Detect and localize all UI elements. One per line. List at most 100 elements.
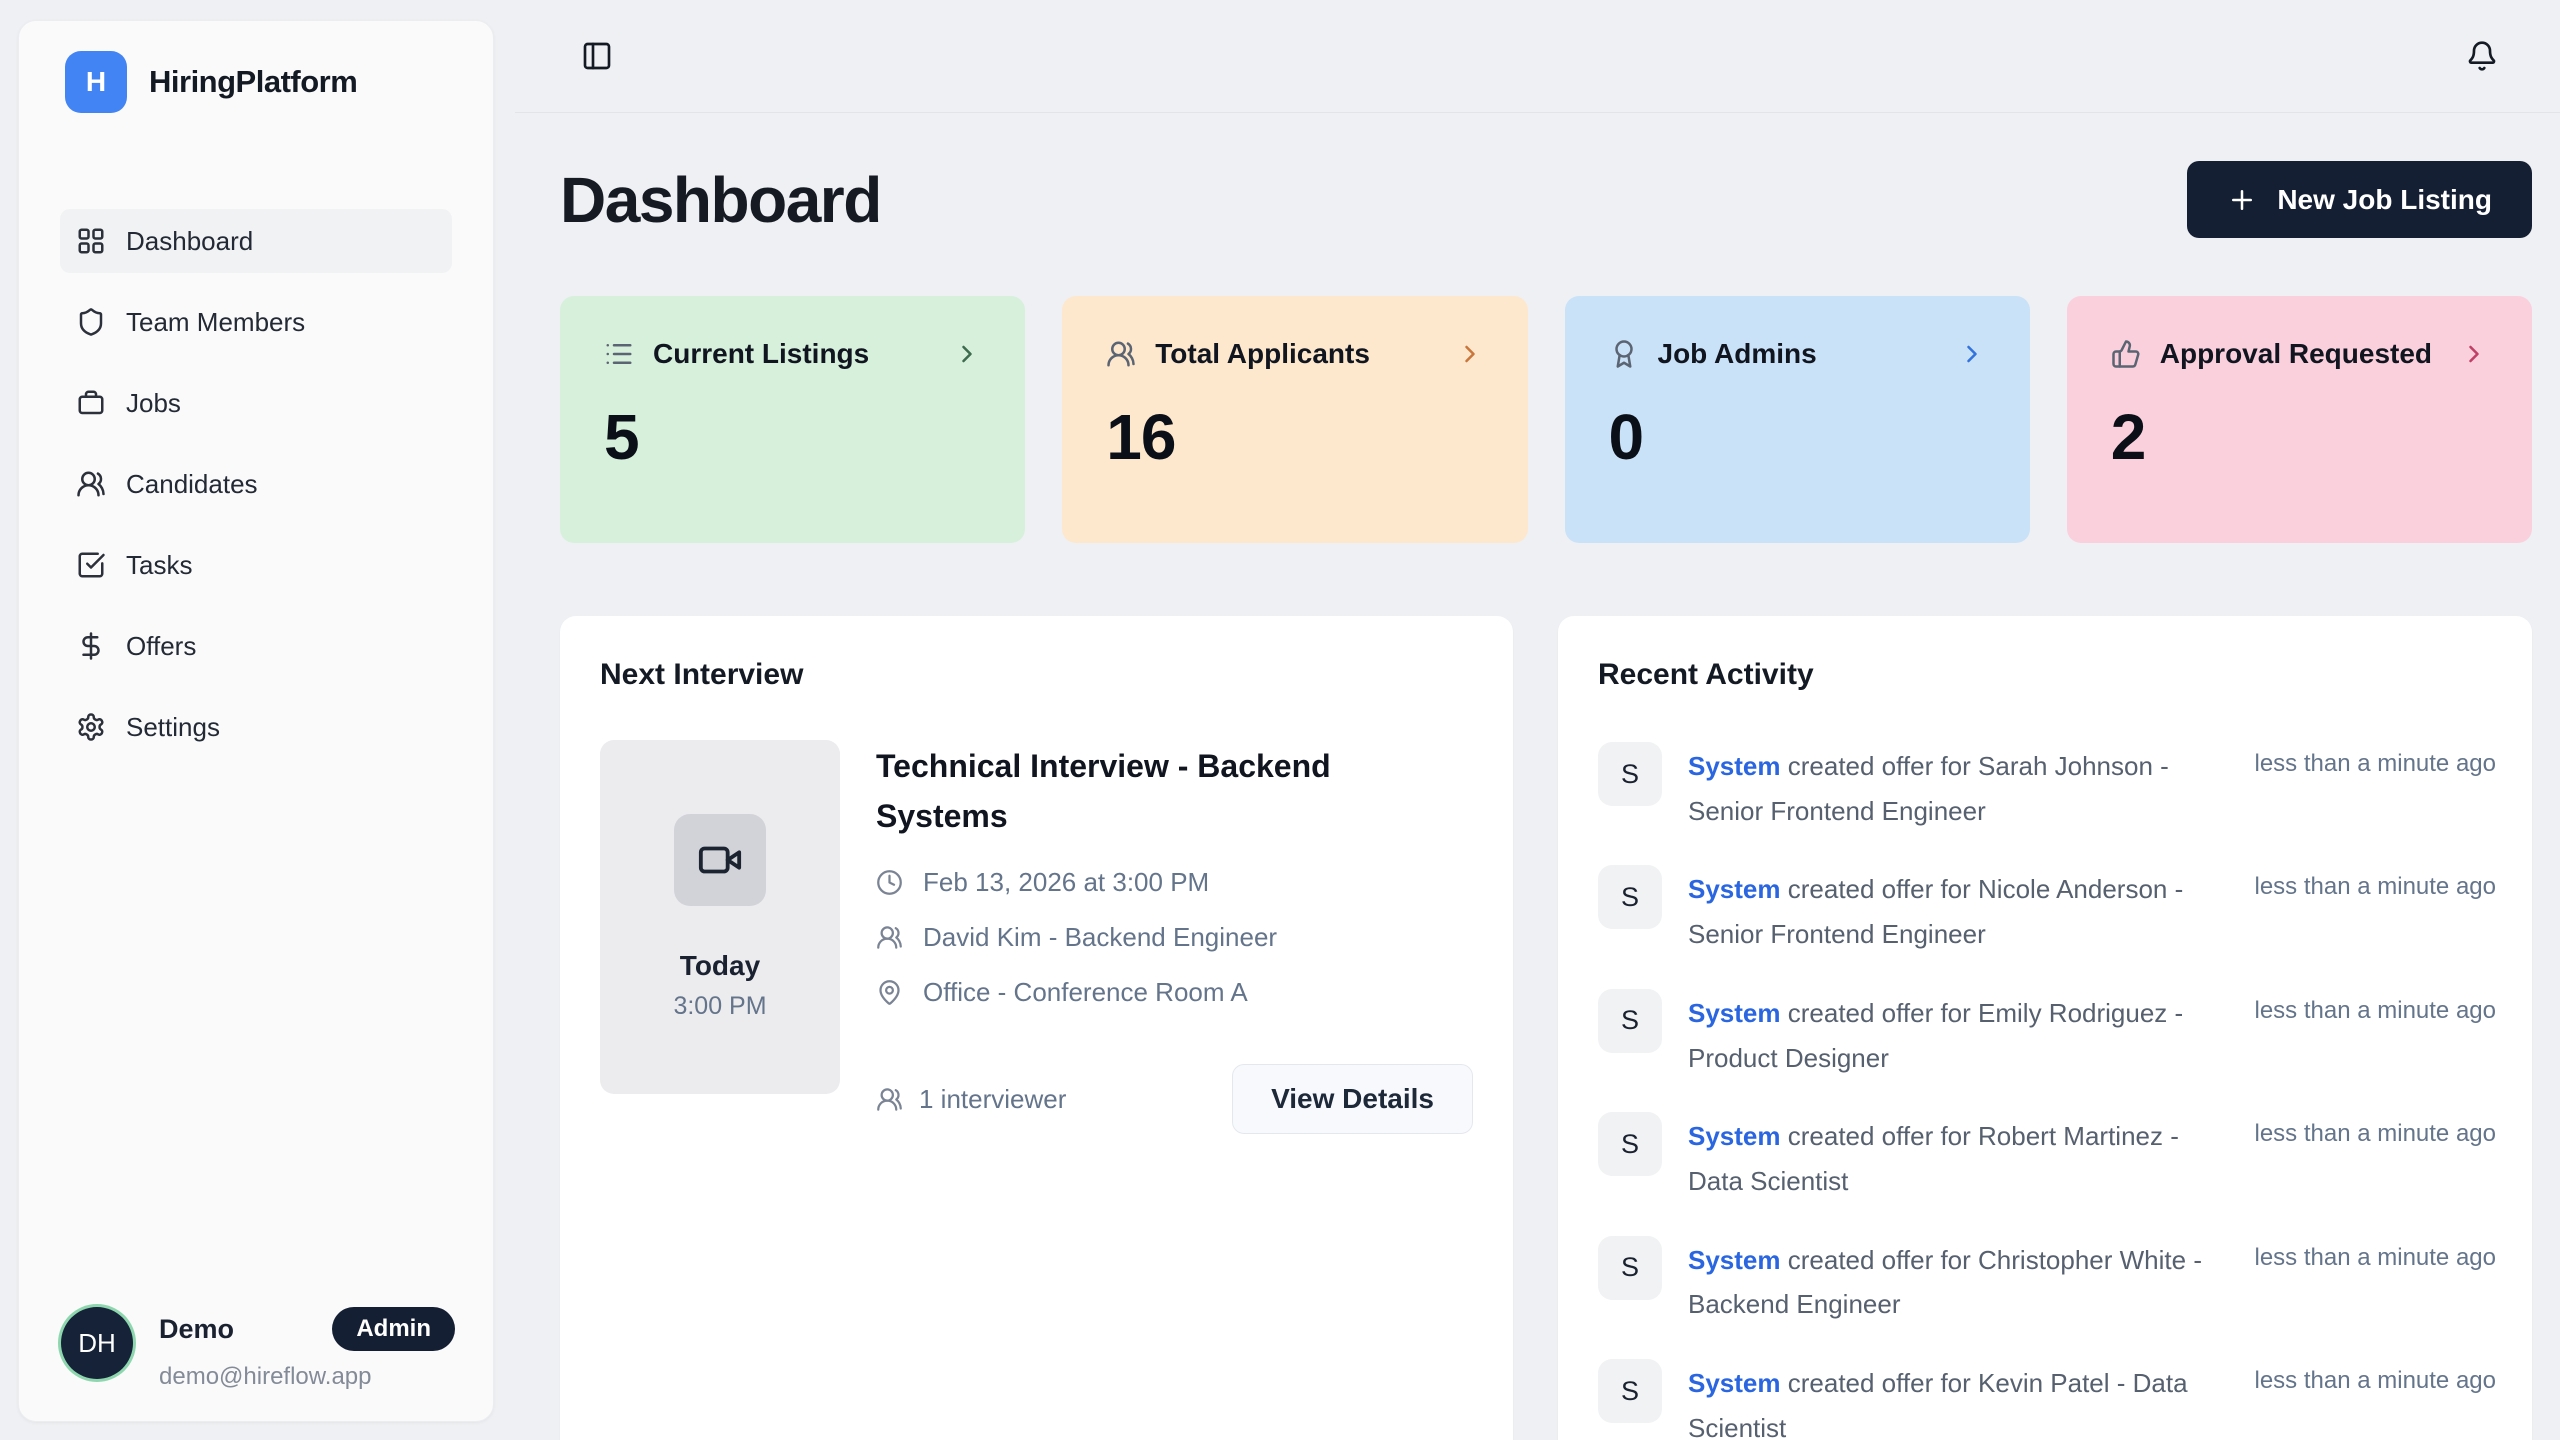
stat-value: 16 [1106, 401, 1176, 473]
role-badge: Admin [332, 1307, 455, 1351]
plus-icon [2227, 185, 2257, 215]
gear-icon [76, 712, 106, 742]
activity-action: created offer for Sarah Johnson - Senior… [1688, 751, 2169, 826]
sidebar-item-candidates[interactable]: Candidates [60, 452, 452, 516]
activity-timestamp: less than a minute ago [2254, 1120, 2497, 1148]
activity-text: System created offer for Robert Martinez… [1688, 1114, 2229, 1203]
sidebar-item-label: Dashboard [126, 225, 254, 256]
activity-item: S System created offer for Christopher W… [1598, 1235, 2497, 1327]
sidebar: H HiringPlatform Dashboard Team Members … [18, 20, 494, 1422]
interview-job-title: Technical Interview - Backend Systems [876, 748, 1331, 834]
activity-item: S System created offer for Emily Rodrigu… [1598, 988, 2497, 1080]
sidebar-item-tasks[interactable]: Tasks [60, 533, 452, 597]
briefcase-icon [76, 388, 106, 418]
chevron-right-icon [1958, 340, 1986, 368]
activity-item: S System created offer for Sarah Johnson… [1598, 742, 2496, 833]
stat-label: Approval Requested [2159, 338, 2433, 369]
avatar: S [1598, 988, 1662, 1053]
interview-datetime: Feb 13, 2026 at 3:00 PM [923, 867, 1210, 898]
user-menu[interactable]: DH Demo Admin demo@hireflow.app [61, 1301, 455, 1391]
sidebar-item-jobs[interactable]: Jobs [60, 371, 452, 435]
activity-text: System created offer for Kevin Patel - D… [1688, 1361, 2229, 1440]
interview-time: 3:00 PM [673, 991, 767, 1020]
sidebar-item-offers[interactable]: Offers [60, 614, 452, 678]
activity-text: System created offer for Emily Rodriguez… [1688, 991, 2229, 1080]
brand-logo-letter: H [85, 66, 107, 97]
new-job-listing-label: New Job Listing [2277, 183, 2492, 215]
stat-value: 2 [2110, 401, 2147, 473]
stat-card-current-listings[interactable]: Current Listings 5 [560, 296, 1026, 543]
activity-actor[interactable]: System [1688, 751, 1781, 781]
sidebar-toggle-button[interactable] [575, 34, 619, 78]
activity-timestamp: less than a minute ago [2254, 750, 2497, 777]
sidebar-item-dashboard[interactable]: Dashboard [60, 209, 452, 273]
activity-timestamp: less than a minute ago [2254, 1367, 2497, 1395]
sidebar-item-label: Offers [126, 630, 197, 661]
user-email: demo@hireflow.app [159, 1363, 372, 1390]
stat-value: 5 [604, 401, 640, 473]
avatar: S [1598, 742, 1662, 806]
stat-card-total-applicants[interactable]: Total Applicants 16 [1062, 296, 1528, 543]
activity-actor[interactable]: System [1688, 997, 1781, 1028]
activity-actor[interactable]: System [1688, 874, 1781, 905]
list-icon [604, 339, 634, 369]
interview-time-tile: Today 3:00 PM [600, 740, 840, 1094]
activity-action: created offer for Robert Martinez - Data… [1688, 1121, 2179, 1197]
activity-action: created offer for Kevin Patel - Data Sci… [1688, 1368, 2188, 1440]
activity-action: created offer for Nicole Anderson - Seni… [1688, 874, 2184, 950]
users-icon [76, 469, 106, 499]
view-details-button[interactable]: View Details [1232, 1064, 1473, 1135]
sidebar-item-label: Tasks [126, 549, 193, 580]
topbar [515, 0, 2560, 113]
avatar: S [1598, 1112, 1662, 1177]
interview-person: David Kim - Backend Engineer [923, 922, 1278, 953]
shield-icon [76, 307, 106, 337]
thumbs-up-icon [2111, 339, 2141, 369]
activity-actor[interactable]: System [1688, 1368, 1781, 1399]
new-job-listing-button[interactable]: New Job Listing [2187, 161, 2532, 238]
main-content: Dashboard New Job Listing Current Listin… [515, 114, 2560, 1440]
stat-label: Job Admins [1657, 338, 1817, 369]
activity-timestamp: less than a minute ago [2254, 996, 2497, 1024]
activity-text: System created offer for Christopher Whi… [1688, 1238, 2229, 1327]
activity-item: S System created offer for Robert Martin… [1598, 1112, 2496, 1203]
video-icon [674, 813, 766, 906]
activity-item: S System created offer for Nicole Anders… [1598, 865, 2496, 956]
stat-card-job-admins[interactable]: Job Admins 0 [1564, 296, 2030, 543]
sidebar-nav: Dashboard Team Members Jobs Candidates T… [60, 209, 452, 759]
activity-actor[interactable]: System [1688, 1121, 1781, 1152]
activity-timestamp: less than a minute ago [2254, 1243, 2497, 1271]
sidebar-item-settings[interactable]: Settings [60, 695, 452, 759]
activity-actor[interactable]: System [1688, 1244, 1781, 1275]
interview-location: Office - Conference Room A [923, 977, 1248, 1008]
activity-action: created offer for Christopher White - Ba… [1688, 1244, 2202, 1320]
brand-name: HiringPlatform [149, 64, 358, 99]
page-title: Dashboard [560, 163, 882, 236]
bell-icon [2466, 40, 2498, 72]
brand: H HiringPlatform [19, 21, 493, 113]
next-interview-title: Next Interview [600, 658, 804, 691]
interviewer-count: 1 interviewer [919, 1083, 1067, 1114]
avatar: S [1598, 865, 1662, 930]
users-icon [876, 924, 903, 951]
stat-value: 0 [1608, 401, 1645, 473]
panel-left-icon [581, 40, 613, 72]
avatar-initials: DH [78, 1327, 116, 1358]
avatar: S [1598, 1359, 1662, 1424]
award-icon [1609, 339, 1639, 369]
sidebar-item-label: Settings [126, 711, 220, 742]
recent-activity-card: Recent Activity S System created offer f… [1558, 616, 2532, 1440]
sidebar-item-label: Candidates [126, 468, 258, 499]
stat-label: Total Applicants [1155, 338, 1370, 369]
users-icon [1106, 339, 1136, 369]
stat-label: Current Listings [653, 338, 870, 369]
sidebar-item-team-members[interactable]: Team Members [60, 290, 452, 354]
dollar-icon [76, 631, 106, 661]
brand-logo: H [65, 51, 127, 113]
activity-text: System created offer for Sarah Johnson -… [1688, 744, 2229, 833]
activity-text: System created offer for Nicole Anderson… [1688, 867, 2229, 956]
user-name: Demo [159, 1313, 235, 1344]
stat-card-approval-requested[interactable]: Approval Requested 2 [2066, 296, 2532, 543]
notifications-button[interactable] [2460, 34, 2504, 78]
avatar: S [1598, 1235, 1662, 1300]
